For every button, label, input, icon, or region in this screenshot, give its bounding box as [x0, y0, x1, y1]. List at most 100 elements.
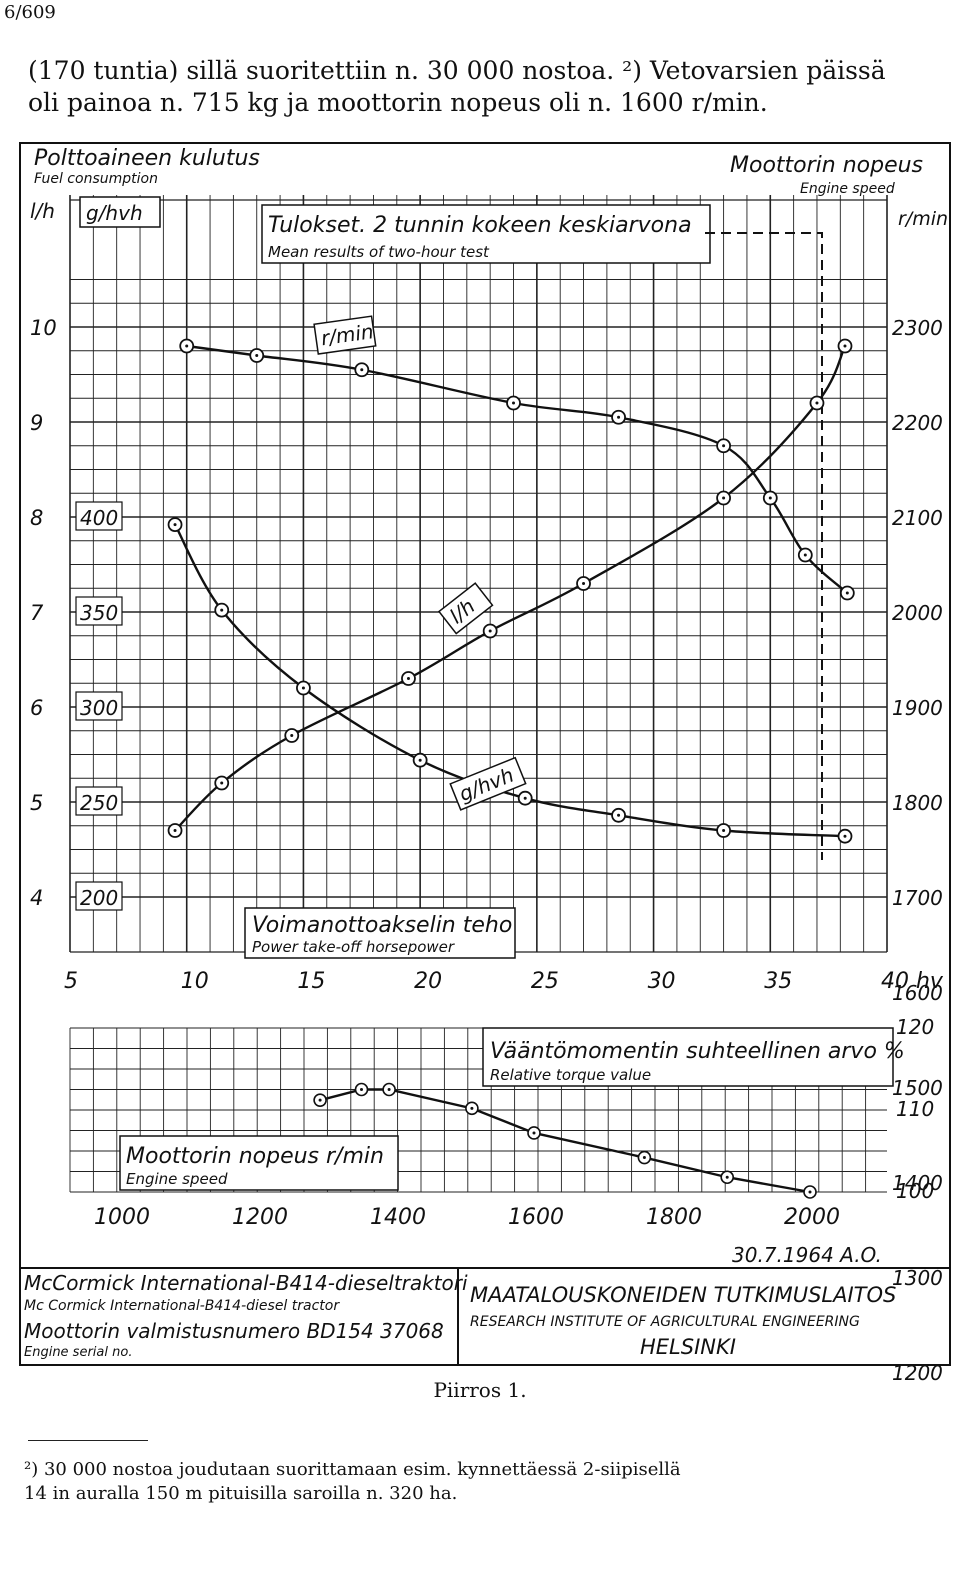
torque-point-dot — [725, 1175, 729, 1179]
left-tick-ghvh: 400 — [80, 506, 118, 530]
intro-line-1: (170 tuntia) sillä suoritettiin n. 30 00… — [28, 56, 886, 85]
x-tick-hp: 10 — [181, 969, 209, 994]
lh-curve-label: l/h — [437, 582, 494, 635]
right-tick-rpm: 1800 — [892, 791, 943, 815]
left-tick-ghvh: 300 — [80, 696, 118, 720]
x-tick-hp: 25 — [531, 969, 559, 994]
left-tick-ghvh-box — [75, 501, 123, 531]
left-tick-ghvh: 350 — [80, 601, 118, 625]
lh-series-point-dot — [843, 344, 847, 348]
x-tick-hp: 30 — [648, 969, 676, 994]
speed-tick: 1400 — [370, 1205, 426, 1230]
rmin-series-point-dot — [803, 553, 807, 557]
torque-point-dot — [808, 1190, 812, 1194]
x-axis-ticks: 5 10 15 20 25 30 35 40 hv — [64, 969, 944, 994]
torque-title-en: Relative torque value — [490, 1066, 651, 1084]
reference-dashed-line — [705, 232, 823, 860]
tractor-name: McCormick International-B414-dieseltrakt… — [24, 1271, 468, 1295]
torque-point-dot — [387, 1088, 391, 1091]
speed-tick: 1800 — [646, 1205, 702, 1230]
upper-grid — [69, 195, 888, 953]
unit-ghvh: g/hvh — [86, 201, 143, 225]
rmin-series-point-dot — [185, 344, 189, 348]
x-tick-hp: 15 — [297, 969, 325, 994]
rmin-curve-label: r/min — [313, 315, 377, 355]
right-tick-rpm: 2300 — [892, 316, 943, 340]
speed-tick: 2000 — [784, 1205, 840, 1230]
unit-rmin: r/min — [898, 208, 948, 230]
torque-point-dot — [470, 1106, 474, 1110]
right-tick-rpm: 1700 — [892, 886, 943, 910]
speed-box — [119, 1135, 399, 1191]
date-stamp: 30.7.1964 A.O. — [732, 1243, 882, 1267]
figure-frame — [19, 142, 951, 1366]
ghvh-curve-label: g/hvh — [449, 756, 527, 811]
left-tick-lh: 5 — [30, 791, 43, 815]
x-tick-hp: 20 — [414, 969, 442, 994]
rmin-series-point-dot — [512, 401, 516, 405]
pto-box — [244, 907, 516, 959]
ghvh-series-point-dot — [722, 829, 726, 832]
engine-serial-en: Engine serial no. — [24, 1345, 132, 1360]
lh-series-point-dot — [290, 734, 294, 737]
lh-series-point-dot — [173, 829, 177, 832]
rmin-series-point-dot — [617, 415, 621, 419]
lh-series-point-dot — [815, 401, 819, 405]
rmin-series-point-dot — [768, 496, 772, 500]
figure-caption: Piirros 1. — [433, 1378, 527, 1402]
right-tick-rpm: 1400 — [892, 1171, 943, 1195]
ghvh-series-point-dot — [301, 686, 305, 690]
engine-speed-title: Moottorin nopeus — [730, 153, 923, 178]
ghvh-series-point-dot — [220, 608, 224, 612]
institute-city: HELSINKI — [640, 1335, 736, 1359]
left-tick-lh: 9 — [30, 411, 43, 435]
rmin-series-point-dot — [255, 354, 259, 357]
x-tick-hp: 40 hv — [881, 969, 944, 994]
left-tick-ghvh-box — [75, 691, 123, 721]
lh-series-point-dot — [582, 582, 586, 585]
x-tick-hp: 35 — [764, 969, 792, 994]
x-tick-hp: 5 — [64, 969, 78, 994]
left-tick-ghvh-box — [75, 786, 123, 816]
left-tick-lh: 10 — [30, 316, 57, 340]
right-tick-rpm: 1500 — [892, 1076, 943, 1100]
rmin-series-point-dot — [360, 368, 364, 372]
torque-point-dot — [318, 1098, 322, 1102]
right-tick-rpm: 1900 — [892, 696, 943, 720]
right-tick-rpm: 1600 — [892, 981, 943, 1005]
lh-series-line — [174, 345, 847, 832]
ghvh-series-point-dot — [418, 758, 422, 762]
torque-title: Vääntömomentin suhteellinen arvo % — [490, 1039, 905, 1064]
footnote-rule — [28, 1440, 148, 1441]
right-tick-rpm: 1300 — [892, 1266, 943, 1290]
results-box — [261, 204, 711, 264]
rmin-series-line — [186, 344, 849, 594]
speed-title-en: Engine speed — [126, 1170, 228, 1188]
results-title: Tulokset. 2 tunnin kokeen keskiarvona — [268, 213, 692, 238]
page-number: 6/609 — [4, 2, 56, 23]
institute-name-en: RESEARCH INSTITUTE OF AGRICULTURAL ENGIN… — [470, 1314, 860, 1330]
ghvh-series-point-dot — [523, 796, 527, 800]
lh-series-point-dot — [488, 629, 492, 633]
unit-ghvh-box — [79, 196, 161, 228]
torque-tick: 120 — [896, 1015, 934, 1039]
left-tick-lh: 4 — [30, 886, 43, 910]
speed-tick: 1600 — [508, 1205, 564, 1230]
footnote: ²) 30 000 nostoa joudutaan suorittamaan … — [24, 1458, 944, 1506]
right-tick-rpm: 1200 — [892, 1361, 943, 1385]
left-tick-ghvh: 250 — [80, 791, 118, 815]
institute-name: MAATALOUSKONEIDEN TUTKIMUSLAITOS — [470, 1283, 896, 1307]
lh-series-point-dot — [406, 677, 410, 680]
speed-tick: 1000 — [94, 1205, 150, 1230]
ghvh-series-point-dot — [617, 813, 621, 817]
right-axis-ticks: 2300 2200 2100 2000 1900 1800 1700 1600 1500 1400… — [892, 316, 943, 1385]
left-tick-ghvh-box — [75, 881, 123, 911]
speed-axis-ticks: 1000 1200 1400 1600 1800 2000 — [94, 1205, 840, 1230]
fuel-consumption-title: Polttoaineen kulutus — [34, 146, 260, 171]
ghvh-series-point-dot — [843, 834, 847, 838]
speed-tick: 1200 — [232, 1205, 288, 1230]
intro-line-2: oli painoa n. 715 kg ja moottorin nopeus… — [28, 88, 768, 117]
engine-speed-title-en: Engine speed — [800, 181, 895, 197]
results-title-en: Mean results of two-hour test — [268, 243, 490, 261]
